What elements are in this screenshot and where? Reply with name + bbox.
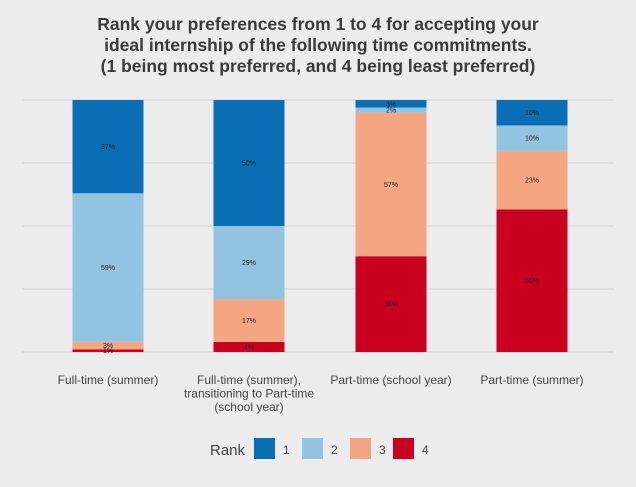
bar-4-rank-1 [496,100,568,126]
data-label-4-rank-4: 56% [525,278,539,285]
category-labels: Full-time (summer) Full-time (summer), tra… [58,373,584,414]
legend-label-4: 4 [422,443,429,457]
bars: 1%3%59%37%4%17%29%50%38%57%2%3%56%23%10%… [72,100,568,355]
bar-4-rank-2 [496,125,568,151]
legend: Rank 1 2 3 4 [210,438,429,459]
legend-label-1: 1 [283,443,290,457]
bar-2-rank-3 [213,299,285,342]
title-line-1: Rank your preferences from 1 to 4 for ac… [97,14,539,34]
data-label-3-rank-4: 38% [384,302,398,309]
data-label-3-rank-1: 3% [386,101,396,108]
category-label-1: Full-time (summer) [58,373,159,387]
category-label-2: Full-time (summer), transitioning to Part… [184,373,314,414]
data-label-2-rank-1: 50% [242,161,256,168]
legend-label-3: 3 [379,443,386,457]
bar-2-rank-1 [213,100,285,226]
bar-4-rank-3 [496,150,568,210]
data-label-1-rank-2: 59% [101,265,115,272]
data-label-4-rank-1: 10% [525,110,539,117]
data-label-2-rank-3: 17% [242,318,256,325]
data-label-2-rank-4: 4% [244,344,254,351]
bar-1-rank-3 [72,341,144,350]
data-label-4-rank-2: 10% [525,136,539,143]
bar-2-rank-4 [213,341,285,352]
data-label-1-rank-3: 3% [103,343,113,350]
data-label-3-rank-3: 57% [384,182,398,189]
bar-1-rank-4 [72,349,144,352]
legend-key-2 [302,438,323,459]
bar-1-rank-1 [72,100,144,194]
legend-key-4 [393,438,414,459]
bar-3-rank-3 [355,112,427,257]
legend-title: Rank [210,442,246,459]
data-label-4-rank-3: 23% [525,178,539,185]
legend-key-3 [350,438,371,459]
title-line-3: (1 being most preferred, and 4 being lea… [101,56,536,76]
category-label-3: Part-time (school year) [330,373,451,387]
bar-3-rank-2 [355,107,427,113]
data-label-3-rank-2: 2% [386,108,396,115]
legend-key-1 [254,438,275,459]
legend-label-2: 2 [331,443,338,457]
category-label-4: Part-time (summer) [480,373,583,387]
data-label-1-rank-1: 37% [101,144,115,151]
bar-2-rank-2 [213,226,285,300]
bar-4-rank-4 [496,209,568,352]
bar-3-rank-1 [355,100,427,108]
chart-title: Rank your preferences from 1 to 4 for ac… [97,14,539,76]
title-line-2: ideal internship of the following time c… [104,35,532,55]
data-label-2-rank-2: 29% [242,260,256,267]
bar-1-rank-2 [72,193,144,342]
bar-3-rank-4 [355,256,427,352]
data-label-1-rank-4: 1% [103,348,113,355]
